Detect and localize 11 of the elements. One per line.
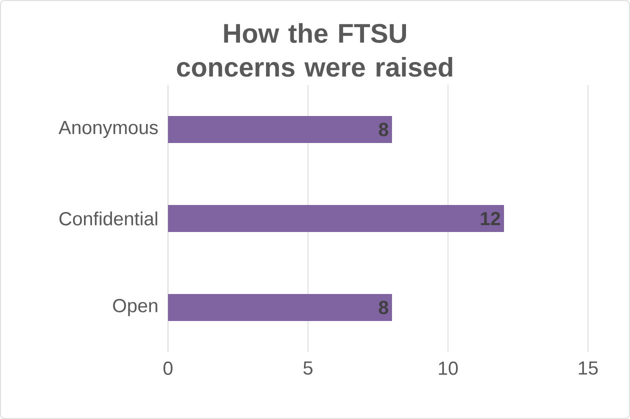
x-tick-label: 15 — [578, 362, 598, 375]
x-tick-label: 5 — [303, 362, 312, 375]
y-tick-label: Confidential — [59, 212, 158, 226]
data-label: 8 — [378, 122, 388, 136]
x-tick-label: 10 — [438, 362, 458, 375]
data-label: 12 — [480, 212, 500, 226]
x-tick-label: 0 — [163, 362, 173, 375]
y-tick-label: Open — [113, 298, 158, 316]
data-label: 8 — [378, 300, 388, 314]
chart-title: How the FTSU concerns were raised — [177, 23, 452, 77]
y-tick-label: Anonymous — [58, 121, 158, 138]
